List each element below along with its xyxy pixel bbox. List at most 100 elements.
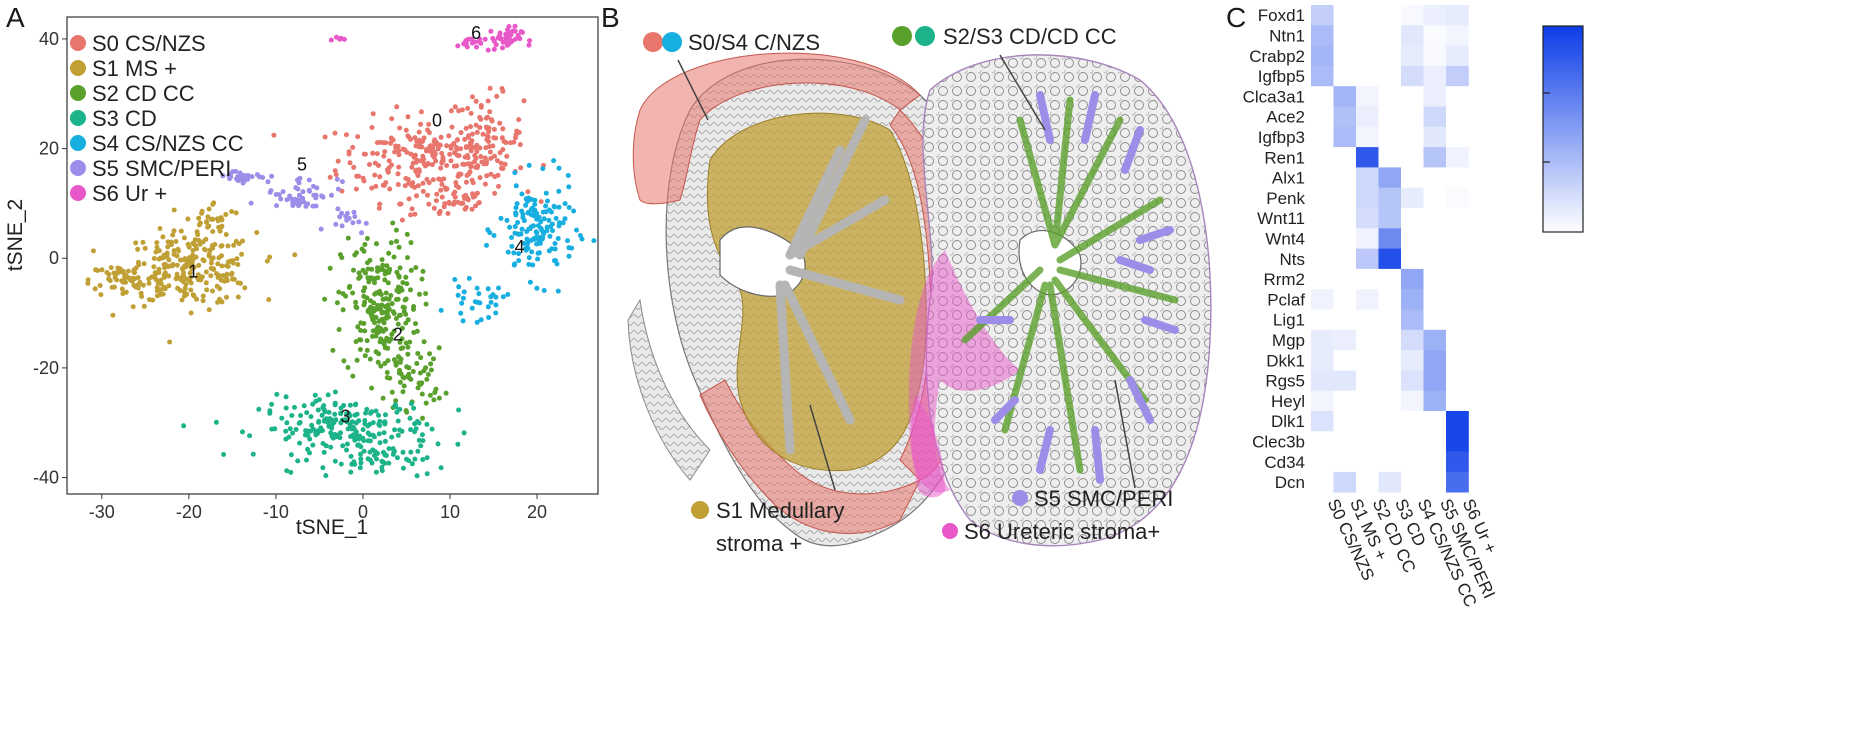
scatter-point-s3 bbox=[213, 419, 219, 425]
heatmap-cell bbox=[1311, 248, 1334, 270]
scatter-point-s2 bbox=[394, 360, 400, 366]
scatter-point-s0 bbox=[405, 176, 411, 182]
scatter-point-s1 bbox=[133, 240, 139, 246]
scatter-point-s2 bbox=[364, 338, 370, 344]
heatmap-cell bbox=[1311, 167, 1334, 188]
scatter-point-s0 bbox=[445, 211, 451, 216]
scatter-point-s0 bbox=[425, 161, 431, 166]
heatmap-cell bbox=[1423, 289, 1447, 310]
scatter-point-s3 bbox=[379, 458, 385, 464]
scatter-point-s4 bbox=[460, 295, 466, 301]
scatter-point-s5 bbox=[297, 175, 303, 181]
scatter-point-s1 bbox=[218, 215, 224, 221]
scatter-point-s6 bbox=[472, 39, 478, 45]
scatter-point-s1 bbox=[181, 235, 187, 241]
scatter-point-s0 bbox=[436, 176, 442, 182]
heatmap-cell bbox=[1311, 45, 1334, 67]
scatter-point-s2 bbox=[369, 310, 375, 316]
scatter-point-s1 bbox=[154, 288, 160, 294]
scatter-point-s3 bbox=[318, 425, 324, 431]
scatter-point-s0 bbox=[419, 144, 425, 150]
scatter-point-s0 bbox=[486, 129, 492, 135]
scatter-point-s1 bbox=[189, 257, 195, 263]
scatter-point-s5 bbox=[363, 220, 369, 226]
scatter-point-s4 bbox=[556, 188, 562, 194]
scatter-point-s6 bbox=[493, 42, 499, 48]
scatter-point-s0 bbox=[473, 155, 479, 161]
scatter-point-s0 bbox=[426, 121, 432, 127]
scatter-point-s1 bbox=[166, 257, 172, 263]
heatmap-cell bbox=[1446, 329, 1469, 351]
heatmap-cell bbox=[1423, 370, 1447, 391]
legend-swatch bbox=[70, 60, 86, 76]
scatter-point-s2 bbox=[362, 328, 368, 334]
scatter-point-s2 bbox=[361, 293, 367, 299]
scatter-point-s1 bbox=[165, 244, 171, 250]
scatter-point-s0 bbox=[446, 199, 452, 205]
scatter-point-s3 bbox=[329, 423, 335, 428]
scatter-point-s1 bbox=[133, 265, 139, 271]
scatter-point-s1 bbox=[206, 307, 212, 313]
scatter-point-s3 bbox=[338, 430, 343, 436]
scatter-point-s2 bbox=[361, 288, 366, 294]
scatter-point-s2 bbox=[427, 392, 433, 398]
scatter-point-s2 bbox=[384, 370, 390, 375]
scatter-point-s0 bbox=[431, 205, 437, 211]
heatmap-cell bbox=[1333, 86, 1357, 107]
scatter-point-s0 bbox=[420, 180, 426, 186]
scatter-point-s2 bbox=[362, 242, 368, 247]
scatter-point-s1 bbox=[225, 243, 231, 249]
x-tick-label: -30 bbox=[89, 502, 115, 522]
scatter-point-s1 bbox=[188, 310, 194, 316]
scatter-point-s4 bbox=[536, 214, 542, 220]
scatter-point-s0 bbox=[494, 158, 500, 164]
scatter-point-s2 bbox=[356, 270, 362, 276]
heatmap-cell bbox=[1333, 370, 1357, 391]
scatter-point-s0 bbox=[538, 199, 544, 205]
scatter-point-s0 bbox=[470, 94, 475, 100]
x-tick-label: -10 bbox=[263, 502, 289, 522]
scatter-point-s1 bbox=[160, 234, 166, 240]
scatter-point-s1 bbox=[174, 271, 180, 277]
scatter-point-s3 bbox=[312, 392, 318, 398]
scatter-point-s2 bbox=[419, 380, 425, 386]
x-tick-label: 20 bbox=[527, 502, 547, 522]
heatmap-cell bbox=[1446, 451, 1469, 473]
x-axis-ticks: -30 -20 -10 0 10 20 bbox=[89, 494, 547, 522]
scatter-point-s2 bbox=[385, 280, 391, 286]
scatter-point-s1 bbox=[174, 262, 180, 268]
scatter-point-s0 bbox=[484, 133, 490, 139]
scatter-point-s1 bbox=[210, 229, 216, 234]
scatter-point-s5 bbox=[318, 226, 324, 232]
s2-s3-leader-line bbox=[999, 54, 1046, 131]
heatmap-cell bbox=[1446, 65, 1469, 87]
scatter-point-s4 bbox=[555, 236, 561, 241]
scatter-point-s0 bbox=[403, 127, 409, 133]
scatter-point-s0 bbox=[418, 109, 424, 115]
scatter-point-s0 bbox=[332, 130, 338, 136]
scatter-point-s4 bbox=[545, 198, 550, 204]
scatter-point-s1 bbox=[114, 270, 120, 276]
scatter-point-s0 bbox=[442, 201, 448, 207]
scatter-point-s1 bbox=[161, 274, 167, 280]
scatter-point-s1 bbox=[98, 292, 104, 298]
scatter-point-s2 bbox=[389, 301, 395, 307]
scatter-point-s2 bbox=[340, 291, 346, 297]
scatter-point-s2 bbox=[369, 385, 375, 391]
scatter-point-s2 bbox=[420, 415, 425, 421]
scatter-point-s1 bbox=[120, 291, 126, 297]
scatter-point-s3 bbox=[340, 443, 346, 449]
scatter-point-s1 bbox=[171, 228, 177, 234]
scatter-point-s1 bbox=[292, 252, 298, 258]
scatter-point-s3 bbox=[286, 434, 292, 440]
heatmap-cell bbox=[1446, 350, 1469, 371]
scatter-point-s3 bbox=[356, 418, 362, 424]
scatter-point-s1 bbox=[203, 280, 209, 286]
scatter-point-s3 bbox=[414, 473, 420, 479]
scatter-point-s1 bbox=[192, 237, 198, 243]
heatmap-cell bbox=[1401, 268, 1424, 290]
scatter-point-s1 bbox=[224, 278, 230, 284]
heatmap-cell bbox=[1333, 451, 1357, 473]
scatter-point-s5 bbox=[307, 188, 313, 194]
